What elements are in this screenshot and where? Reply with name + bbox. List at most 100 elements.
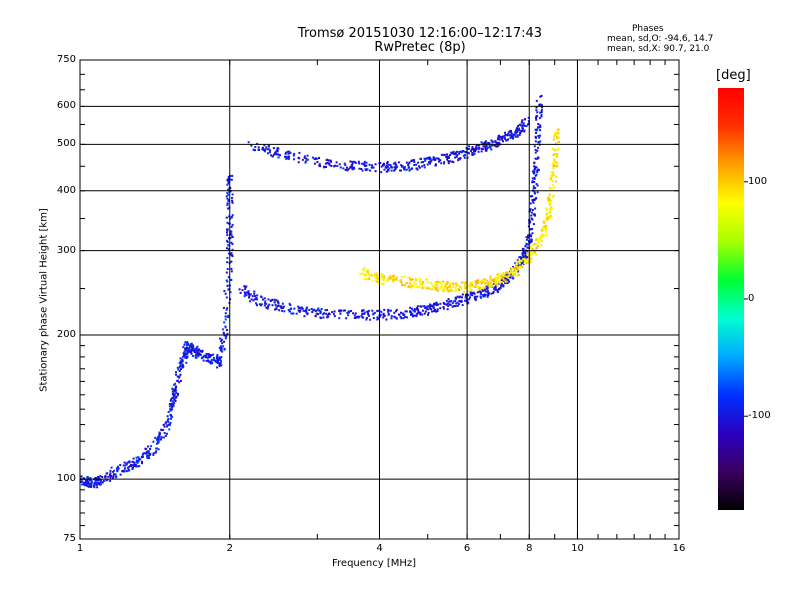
- data-point: [444, 283, 447, 286]
- data-point: [376, 275, 379, 278]
- data-point: [454, 290, 457, 293]
- data-point: [338, 309, 341, 312]
- data-point: [146, 454, 149, 457]
- data-point: [504, 279, 507, 282]
- data-point: [473, 292, 476, 295]
- data-point: [362, 309, 365, 312]
- data-point: [427, 161, 430, 164]
- data-point: [267, 298, 270, 301]
- data-point: [198, 352, 201, 355]
- data-point: [530, 240, 533, 243]
- data-point: [521, 126, 524, 129]
- data-point: [449, 287, 452, 290]
- data-point: [173, 395, 176, 398]
- data-point: [521, 265, 524, 268]
- data-point: [416, 168, 419, 171]
- data-point: [428, 162, 431, 165]
- data-point: [530, 217, 533, 220]
- data-point: [520, 257, 523, 260]
- data-point: [220, 361, 223, 364]
- data-point: [430, 304, 433, 307]
- data-point: [522, 122, 525, 125]
- data-point: [535, 117, 538, 120]
- data-point: [231, 193, 234, 196]
- data-point: [152, 452, 155, 455]
- data-point: [339, 310, 342, 313]
- data-point: [483, 278, 486, 281]
- data-point: [149, 447, 152, 450]
- data-point: [376, 318, 379, 321]
- data-point: [365, 269, 368, 272]
- data-point: [184, 341, 187, 344]
- data-point: [502, 273, 505, 276]
- data-point: [452, 305, 455, 308]
- data-point: [394, 310, 397, 313]
- data-point: [517, 273, 520, 276]
- data-point: [479, 280, 482, 283]
- data-point: [551, 196, 554, 199]
- data-point: [446, 302, 449, 305]
- data-point: [541, 235, 544, 238]
- data-point: [83, 482, 86, 485]
- data-point: [178, 381, 181, 384]
- data-point: [534, 140, 537, 143]
- data-point: [476, 281, 479, 284]
- data-point: [405, 316, 408, 319]
- data-point: [276, 150, 279, 153]
- data-point: [452, 161, 455, 164]
- data-point: [345, 168, 348, 171]
- data-point: [181, 364, 184, 367]
- data-point: [196, 345, 199, 348]
- data-point: [510, 273, 513, 276]
- data-point: [400, 317, 403, 320]
- data-point: [112, 475, 115, 478]
- data-point: [298, 157, 301, 160]
- data-point: [529, 220, 532, 223]
- data-point: [334, 164, 337, 167]
- data-point: [419, 311, 422, 314]
- data-point: [540, 104, 543, 107]
- data-point: [248, 294, 251, 297]
- data-point: [254, 145, 257, 148]
- colorbar-tick-label: 100: [748, 175, 768, 187]
- data-point: [545, 230, 548, 233]
- data-point: [231, 214, 234, 217]
- data-point: [486, 285, 489, 288]
- data-point: [99, 479, 102, 482]
- data-point: [387, 278, 390, 281]
- data-point: [114, 473, 117, 476]
- data-point: [225, 195, 228, 198]
- data-point: [270, 154, 273, 157]
- data-point: [422, 161, 425, 164]
- data-point: [482, 142, 485, 145]
- data-point: [247, 291, 250, 294]
- data-point: [415, 167, 418, 170]
- data-point: [495, 281, 498, 284]
- data-point: [481, 148, 484, 151]
- data-point: [541, 230, 544, 233]
- data-point: [530, 238, 533, 241]
- data-point: [471, 281, 474, 284]
- data-point: [401, 312, 404, 315]
- data-point: [430, 159, 433, 162]
- data-point: [362, 269, 365, 272]
- data-point: [361, 162, 364, 165]
- data-point: [548, 199, 551, 202]
- data-point: [138, 457, 141, 460]
- data-point: [540, 115, 543, 118]
- data-point: [383, 168, 386, 171]
- data-point: [170, 417, 173, 420]
- data-point: [133, 461, 136, 464]
- data-point: [536, 244, 539, 247]
- data-point: [266, 152, 269, 155]
- data-point: [440, 282, 443, 285]
- data-point: [326, 162, 329, 165]
- data-point: [281, 302, 284, 305]
- data-point: [422, 285, 425, 288]
- data-point: [484, 147, 487, 150]
- data-point: [505, 139, 508, 142]
- data-point: [419, 280, 422, 283]
- data-point: [534, 251, 537, 254]
- data-point: [330, 164, 333, 167]
